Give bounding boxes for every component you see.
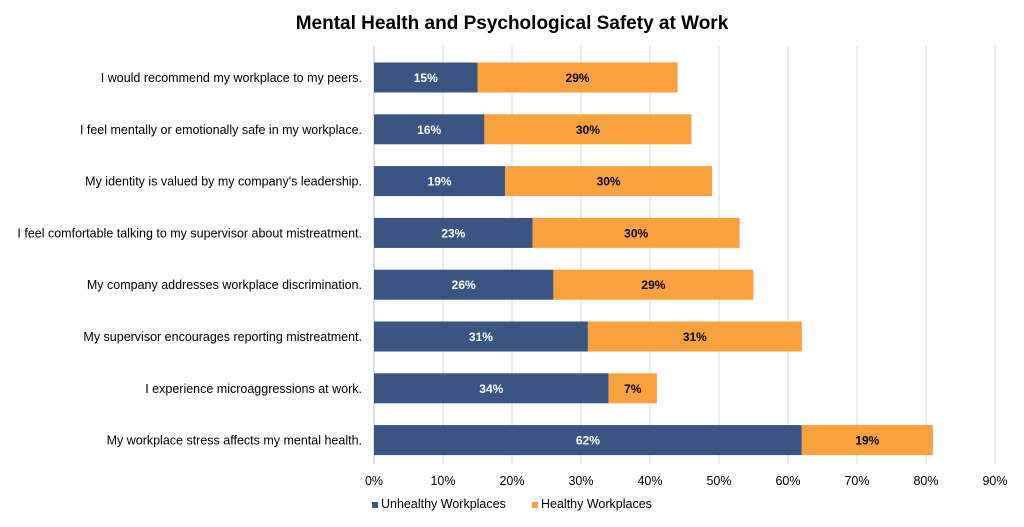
bar-healthy [532, 217, 740, 248]
data-label: 7% [624, 382, 642, 396]
bar-healthy [477, 62, 678, 93]
data-label: 31% [683, 330, 707, 344]
category-label: My company addresses workplace discrimin… [87, 278, 362, 292]
data-label: 19% [855, 434, 879, 448]
bar-healthy [553, 269, 754, 300]
category-label: My supervisor encourages reporting mistr… [83, 330, 362, 344]
x-axis-ticks: 0% 10% 20% 30% 40% 50% 60% 70% 80% 90% [365, 474, 1008, 488]
legend-label: Healthy Workplaces [541, 497, 652, 511]
x-tick-label: 40% [637, 474, 662, 488]
category-label: I experience microaggressions at work. [145, 382, 362, 396]
data-label: 23% [441, 226, 465, 240]
data-label: 30% [576, 123, 600, 137]
x-tick-label: 20% [499, 474, 524, 488]
legend: Unhealthy Workplaces Healthy Workplaces [372, 497, 652, 511]
x-tick-label: 80% [913, 474, 938, 488]
data-label: 19% [428, 175, 452, 189]
bars: 15% 29% 16% 30% 19% 30% 23% 30% 26% 29% 31% 31% 34% 7… [374, 62, 933, 456]
data-label: 29% [566, 71, 590, 85]
bar-unhealthy [374, 114, 485, 145]
legend-label: Unhealthy Workplaces [381, 497, 506, 511]
bar-healthy [608, 373, 657, 404]
category-label: My identity is valued by my company's le… [85, 175, 362, 189]
data-label: 62% [576, 434, 600, 448]
data-label: 15% [414, 71, 438, 85]
x-tick-label: 90% [982, 474, 1007, 488]
data-label: 30% [624, 226, 648, 240]
legend-swatch [372, 502, 378, 508]
bar-healthy [505, 166, 713, 197]
bar-unhealthy [374, 321, 588, 352]
x-tick-label: 70% [844, 474, 869, 488]
bar-unhealthy [374, 373, 609, 404]
bar-unhealthy [374, 425, 802, 456]
bar-unhealthy [374, 62, 478, 93]
data-label: 26% [452, 278, 476, 292]
bar-healthy [587, 321, 802, 352]
data-label: 34% [479, 382, 503, 396]
category-labels: I would recommend my workplace to my pee… [17, 71, 362, 448]
category-label: I feel mentally or emotionally safe in m… [80, 123, 362, 137]
bar-healthy [484, 114, 692, 145]
data-label: 30% [597, 175, 621, 189]
category-label: I feel comfortable talking to my supervi… [17, 226, 362, 240]
data-label: 29% [641, 278, 665, 292]
category-label: My workplace stress affects my mental he… [107, 434, 362, 448]
category-label: I would recommend my workplace to my pee… [101, 71, 362, 85]
x-tick-label: 60% [775, 474, 800, 488]
chart-title: Mental Health and Psychological Safety a… [296, 13, 729, 34]
data-label: 16% [417, 123, 441, 137]
x-tick-label: 10% [430, 474, 455, 488]
x-tick-label: 0% [365, 474, 383, 488]
data-label: 31% [469, 330, 493, 344]
legend-swatch [532, 502, 538, 508]
x-tick-label: 50% [706, 474, 731, 488]
x-tick-label: 30% [568, 474, 593, 488]
bar-unhealthy [374, 217, 533, 248]
bar-unhealthy [374, 269, 554, 300]
bar-unhealthy [374, 166, 506, 197]
bar-healthy [801, 425, 933, 456]
